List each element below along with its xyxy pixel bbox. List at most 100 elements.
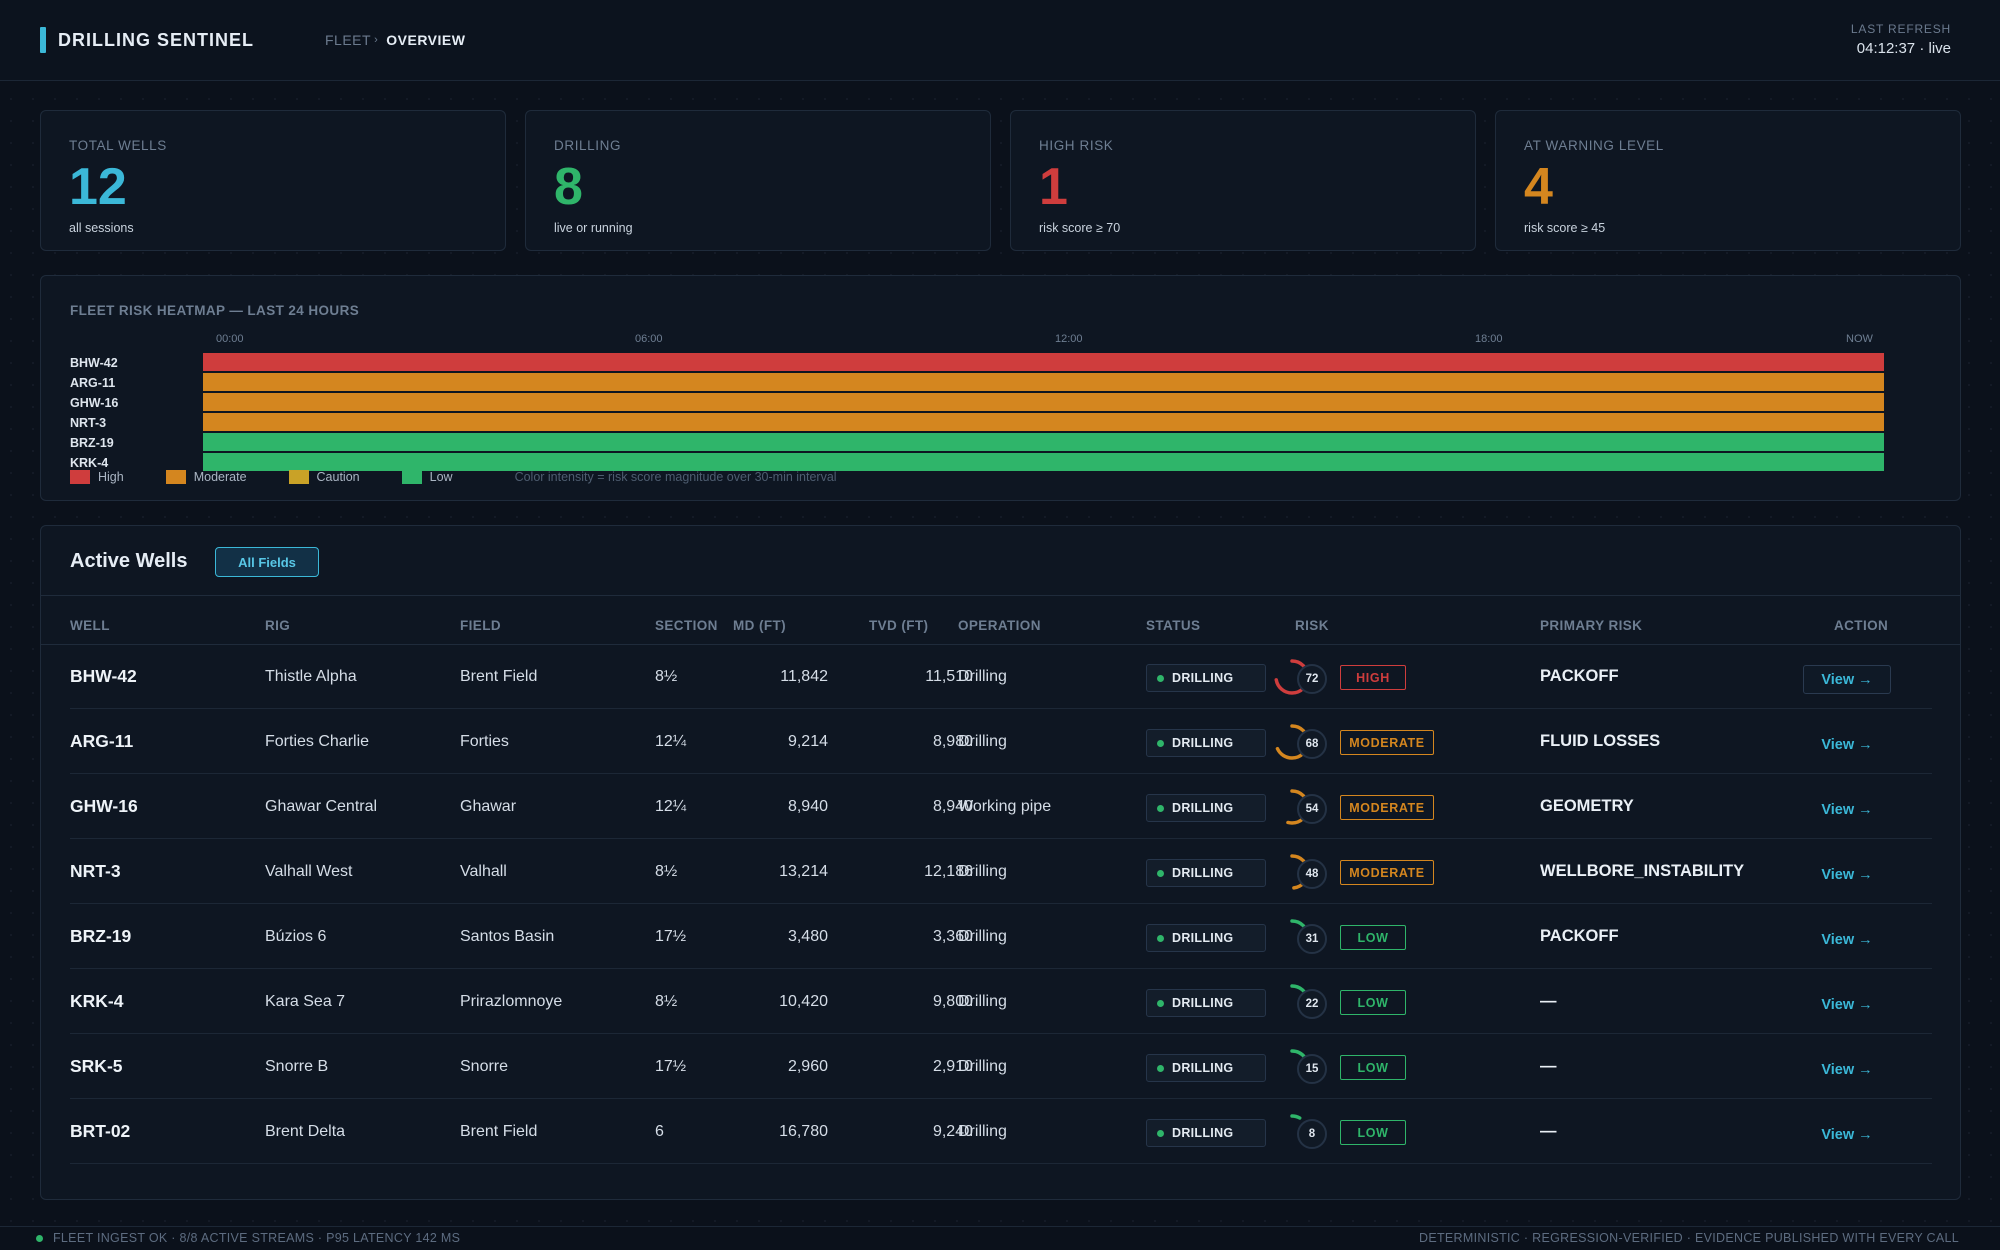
ingest-ok-dot [36,1234,43,1242]
column-header-md[interactable]: MD (FT) [733,618,787,633]
risk-gauge-arc-icon [1274,984,1310,1020]
view-well-button[interactable]: View → [1821,1061,1873,1078]
risk-score: 22 [1297,989,1327,1019]
hole-section: 17½ [655,927,687,945]
heatmap-row-label: KRK-4 [70,456,109,470]
measured-depth: 2,960 [787,1057,828,1075]
row-divider [70,708,1932,709]
risk-level-badge: LOW [1340,1120,1406,1145]
status-dot-icon [1157,804,1164,812]
status-dot-icon [1157,869,1164,877]
column-header-field[interactable]: FIELD [460,618,501,633]
legend-label: High [98,470,124,484]
view-well-button[interactable]: View → [1803,665,1891,694]
ingest-status: FLEET INGEST OK · 8/8 ACTIVE STREAMS · P… [36,1231,460,1245]
breadcrumb-fleet-link[interactable]: FLEET [325,32,372,48]
status-footer: FLEET INGEST OK · 8/8 ACTIVE STREAMS · P… [0,1226,2000,1250]
row-divider [70,968,1932,969]
heatmap-row-bar[interactable] [203,453,1884,471]
status-badge: DRILLING [1146,924,1266,952]
heatmap-row-bar[interactable] [203,353,1884,371]
view-well-button[interactable]: View → [1821,866,1873,883]
view-well-button[interactable]: View → [1821,801,1873,818]
true-vertical-depth: 9,240 [932,1122,973,1140]
true-vertical-depth: 11,510 [925,667,973,685]
true-vertical-depth: 3,360 [932,927,973,945]
column-header-operation[interactable]: OPERATION [958,618,1041,633]
hole-section: 8½ [655,667,678,685]
well-id[interactable]: NRT-3 [70,861,121,881]
risk-level-badge: LOW [1340,1055,1406,1080]
top-bar: DRILLING SENTINEL FLEET › OVERVIEW LAST … [0,0,2000,81]
hole-section: 17½ [655,1057,687,1075]
column-header-status[interactable]: STATUS [1146,618,1201,633]
kpi-subtext: risk score ≥ 45 [1524,221,1606,235]
column-header-primary-risk[interactable]: PRIMARY RISK [1540,618,1643,633]
risk-level-badge: LOW [1340,990,1406,1015]
table-row[interactable]: BHW-42 Thistle Alpha Brent Field 8½ 11,842 11… [41,644,1960,709]
legend-item-moderate: Moderate [165,470,247,484]
status-text: DRILLING [1172,1126,1234,1140]
column-header-rig[interactable]: RIG [265,618,291,633]
true-vertical-depth: 12,186 [924,862,973,880]
risk-score: 15 [1297,1054,1327,1084]
verification-note: DETERMINISTIC · REGRESSION-VERIFIED · EV… [1419,1231,1959,1245]
kpi-value: 4 [1524,158,1553,216]
heatmap-row-label: BHW-42 [70,356,118,370]
rig-name: Ghawar Central [265,797,378,815]
well-id[interactable]: BRZ-19 [70,926,132,946]
well-id[interactable]: KRK-4 [70,991,124,1011]
heatmap-row-bar[interactable] [203,413,1884,431]
table-row[interactable]: BRZ-19 Búzios 6 Santos Basin 17½ 3,480 3,360 D… [41,904,1960,969]
column-header-tvd[interactable]: TVD (FT) [869,618,929,633]
measured-depth: 13,214 [779,862,828,880]
operation: Drilling [958,667,1007,685]
brand-accent-bar [40,27,46,53]
view-well-button[interactable]: View → [1821,996,1873,1013]
row-divider [70,1098,1932,1099]
view-well-button[interactable]: View → [1821,736,1873,753]
heatmap-title: FLEET RISK HEATMAP — LAST 24 HOURS [70,303,360,318]
table-row[interactable]: BRT-02 Brent Delta Brent Field 6 16,780 9,240… [41,1099,1960,1164]
heatmap-row-bar[interactable] [203,373,1884,391]
legend-swatch [288,470,309,484]
field-name: Prirazlomnoye [460,992,563,1010]
field-name: Santos Basin [460,927,555,945]
well-id[interactable]: BHW-42 [70,666,137,686]
table-row[interactable]: ARG-11 Forties Charlie Forties 12¼ 9,214 8,98… [41,709,1960,774]
active-wells-title: Active Wells [70,550,188,572]
view-well-button[interactable]: View → [1821,931,1873,948]
heatmap-time-tick: NOW [1846,333,1873,345]
heatmap-row-bar[interactable] [203,393,1884,411]
table-row[interactable]: KRK-4 Kara Sea 7 Prirazlomnoye 8½ 10,420 9,80… [41,969,1960,1034]
column-header-well[interactable]: WELL [70,618,110,633]
column-header-risk[interactable]: RISK [1295,618,1329,633]
heatmap-row-bar[interactable] [203,433,1884,451]
table-row[interactable]: NRT-3 Valhall West Valhall 8½ 13,214 12,186 Dr… [41,839,1960,904]
well-id[interactable]: BRT-02 [70,1121,131,1141]
field-filter-button[interactable]: All Fields [215,547,319,577]
status-badge: DRILLING [1146,794,1266,822]
kpi-card-warning-level: AT WARNING LEVEL 4 risk score ≥ 45 [1495,110,1961,251]
legend-item-caution: Caution [288,470,360,484]
risk-level-badge: MODERATE [1340,795,1434,820]
status-dot-icon [1157,674,1164,682]
column-header-section[interactable]: SECTION [655,618,718,633]
well-id[interactable]: GHW-16 [70,796,138,816]
risk-level-badge: LOW [1340,925,1406,950]
status-badge: DRILLING [1146,1054,1266,1082]
status-text: DRILLING [1172,996,1234,1010]
primary-risk: — [1540,1122,1557,1140]
heatmap-time-tick: 06:00 [635,333,663,345]
view-well-button[interactable]: View → [1821,1126,1873,1143]
kpi-subtext: risk score ≥ 70 [1039,221,1121,235]
table-row[interactable]: SRK-5 Snorre B Snorre 17½ 2,960 2,910 Drilling… [41,1034,1960,1099]
status-dot-icon [1157,999,1164,1007]
well-id[interactable]: SRK-5 [70,1056,123,1076]
well-id[interactable]: ARG-11 [70,731,134,751]
table-row[interactable]: GHW-16 Ghawar Central Ghawar 12¼ 8,940 8,940 W… [41,774,1960,839]
primary-risk: — [1540,1057,1557,1075]
kpi-label: HIGH RISK [1039,138,1114,153]
primary-risk: WELLBORE_INSTABILITY [1540,862,1745,880]
heatmap-time-tick: 00:00 [216,333,244,345]
